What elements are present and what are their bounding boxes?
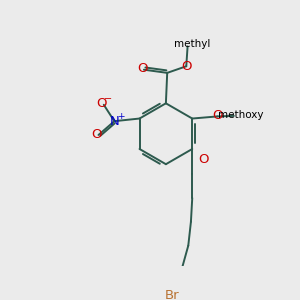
Text: methyl: methyl bbox=[174, 39, 211, 49]
Text: O: O bbox=[198, 153, 208, 166]
Text: O: O bbox=[96, 97, 106, 110]
Text: O: O bbox=[138, 62, 148, 75]
Text: +: + bbox=[117, 112, 124, 121]
Text: O: O bbox=[212, 110, 223, 122]
Text: N: N bbox=[110, 115, 119, 128]
Text: methoxy: methoxy bbox=[218, 110, 264, 120]
Text: O: O bbox=[92, 128, 102, 141]
Text: −: − bbox=[104, 94, 112, 104]
Text: Br: Br bbox=[165, 290, 180, 300]
Text: O: O bbox=[181, 60, 191, 73]
